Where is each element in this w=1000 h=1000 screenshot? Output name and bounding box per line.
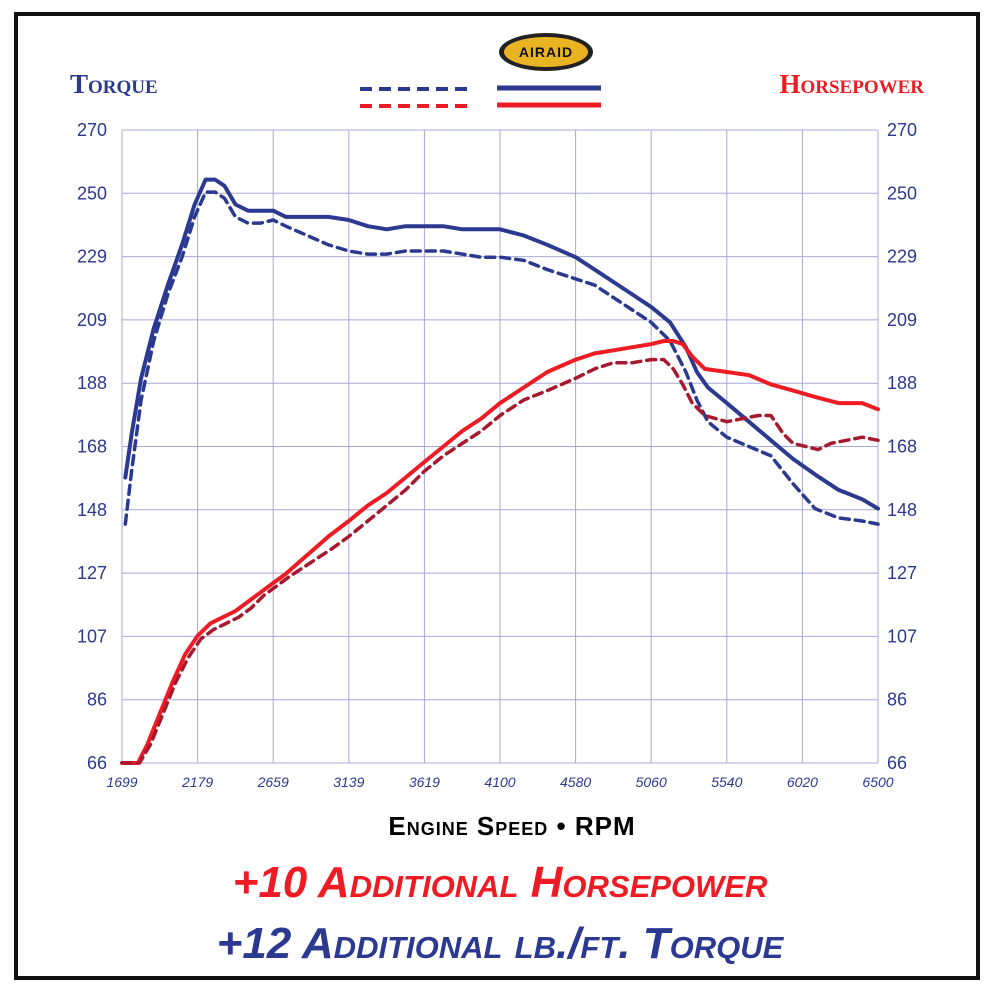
- hp-gain-text: +10 Additional Horsepower: [233, 858, 768, 907]
- x-tick-label: 2659: [257, 774, 289, 790]
- x-ticks: 1699 2179 2659 3139 3619 4100 4580 5060 5540 6020…: [106, 774, 893, 790]
- y-tick-label-right: 270: [887, 120, 917, 140]
- y-tick-label-left: 168: [77, 437, 107, 457]
- x-tick-label: 5540: [711, 774, 742, 790]
- x-tick-label: 4100: [484, 774, 515, 790]
- logo-text: AIRAID: [519, 44, 573, 60]
- torque-axis-title: Torque: [70, 69, 158, 99]
- y-tick-label-right: 168: [887, 437, 917, 457]
- y-tick-label-left: 250: [77, 183, 107, 203]
- y-tick-label-right: 188: [887, 373, 917, 393]
- grid: [121, 129, 879, 764]
- legend-swatches: [360, 85, 601, 108]
- x-tick-label: 3619: [409, 774, 440, 790]
- x-tick-label: 4580: [560, 774, 591, 790]
- y-tick-label-left: 188: [77, 373, 107, 393]
- y-tick-label-right: 148: [887, 500, 917, 520]
- y-tick-label-left: 66: [87, 753, 107, 773]
- chart-frame: [14, 12, 980, 980]
- x-tick-label: 6020: [787, 774, 818, 790]
- y-tick-label-left: 270: [77, 120, 107, 140]
- y-tick-label-right: 107: [887, 626, 917, 646]
- torque-gain-text: +12 Additional lb./ft. Torque: [217, 919, 785, 968]
- y-tick-label-right: 229: [887, 247, 917, 267]
- series-line-2: [120, 339, 880, 765]
- y-tick-label-right: 86: [887, 690, 907, 710]
- series-line-1: [123, 190, 880, 526]
- y-tick-label-left: 209: [77, 310, 107, 330]
- x-axis-title: Engine Speed • RPM: [388, 811, 635, 841]
- y-tick-label-right: 127: [887, 563, 917, 583]
- y-tick-label-left: 229: [77, 247, 107, 267]
- y-tick-label-left: 107: [77, 626, 107, 646]
- y-tick-label-right: 209: [887, 310, 917, 330]
- x-tick-label: 6500: [862, 774, 893, 790]
- y-tick-label-left: 148: [77, 500, 107, 520]
- x-tick-label: 3139: [333, 774, 364, 790]
- y-tick-label-left: 86: [87, 690, 107, 710]
- y-tick-label-right: 250: [887, 183, 917, 203]
- series-line-3: [120, 357, 880, 765]
- y-tick-label-right: 66: [887, 753, 907, 773]
- y-tick-label-left: 127: [77, 563, 107, 583]
- y-ticks-left: 270 250 229 209 188 168 148 127 107 86 66: [77, 120, 107, 773]
- x-tick-label: 1699: [106, 774, 137, 790]
- series-line-0: [123, 177, 880, 511]
- x-tick-label: 2179: [181, 774, 213, 790]
- airaid-logo: AIRAID: [499, 33, 593, 71]
- series-lines: [120, 177, 880, 765]
- x-tick-label: 5060: [636, 774, 667, 790]
- y-ticks-right: 270 250 229 209 188 168 148 127 107 86 66: [887, 120, 917, 773]
- horsepower-axis-title: Horsepower: [779, 69, 924, 99]
